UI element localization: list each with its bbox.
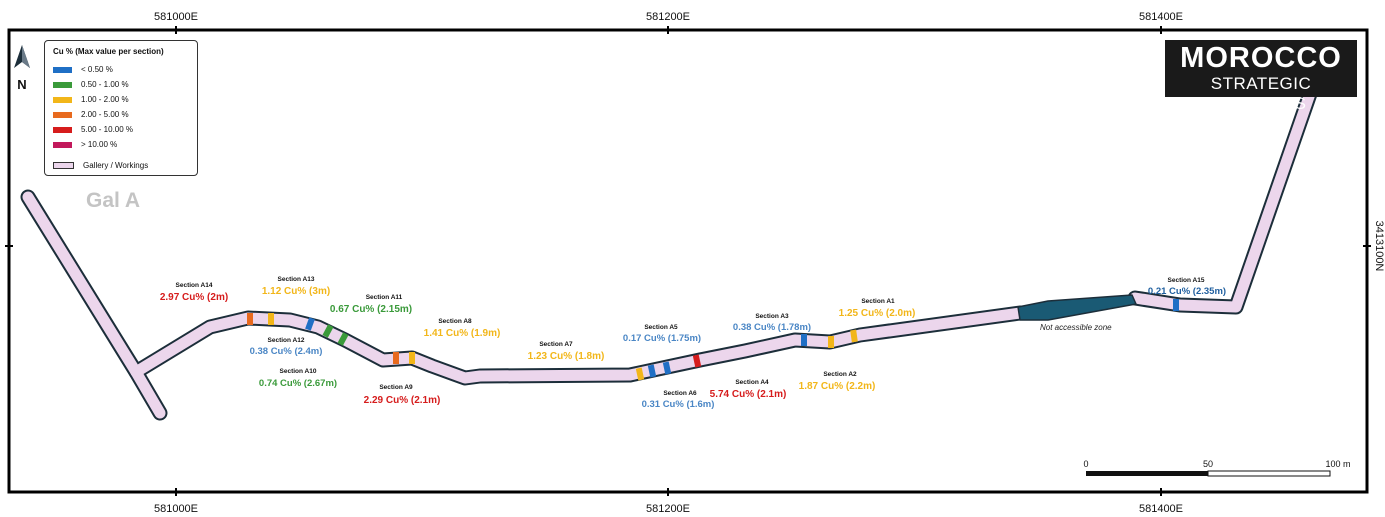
section-a11-value: 0.67 Cu% (2.15m)	[330, 304, 412, 315]
marker-section-a14	[247, 313, 253, 325]
marker-section-a9	[393, 352, 399, 364]
section-a6-name: Section A6	[663, 390, 697, 397]
easting-label-bottom-2: 581200E	[646, 503, 690, 515]
easting-label-bottom-3: 581400E	[1139, 503, 1183, 515]
marker-section-a15	[1173, 299, 1179, 311]
logo-line-2: STRATEGIC MINERALS	[1210, 74, 1312, 113]
section-a3-value: 0.38 Cu% (1.78m)	[733, 322, 811, 333]
section-a4-value: 5.74 Cu% (2.1m)	[710, 389, 787, 400]
legend-item: 1.00 - 2.00 %	[53, 92, 189, 107]
legend-label: 5.00 - 10.00 %	[81, 125, 134, 134]
section-a15-value: 0.21 Cu% (2.35m)	[1148, 286, 1226, 297]
legend-item: 2.00 - 5.00 %	[53, 107, 189, 122]
scale-bar: 0 50 100 m	[1083, 459, 1351, 477]
scale-label-0: 0	[1083, 459, 1088, 469]
easting-label-top-2: 581200E	[646, 11, 690, 23]
not-accessible-label: Not accessible zone	[1040, 323, 1112, 332]
legend-swatch	[53, 141, 72, 148]
section-a5-value: 0.17 Cu% (1.75m)	[623, 333, 701, 344]
marker-section-a6	[647, 364, 657, 378]
marker-section-a4	[692, 354, 702, 368]
legend-label: 0.50 - 1.00 %	[81, 80, 129, 89]
section-a8-name: Section A8	[438, 318, 472, 325]
section-a7-value: 1.23 Cu% (1.8m)	[528, 351, 605, 362]
section-a10-value: 0.74 Cu% (2.67m)	[259, 378, 337, 389]
section-a7-name: Section A7	[539, 341, 573, 348]
legend: Cu % (Max value per section) < 0.50 % 0.…	[44, 40, 198, 176]
section-a12-name: Section A12	[268, 337, 305, 344]
section-a9-name: Section A9	[379, 384, 413, 391]
legend-title: Cu % (Max value per section)	[53, 47, 164, 56]
legend-swatch	[53, 81, 72, 88]
section-a13-name: Section A13	[278, 276, 315, 283]
legend-label: 2.00 - 5.00 %	[81, 110, 129, 119]
northing-label: 3413100N	[1373, 221, 1385, 272]
easting-label-bottom-1: 581000E	[154, 503, 198, 515]
section-a3-name: Section A3	[755, 313, 789, 320]
scale-label-50: 50	[1203, 459, 1213, 469]
legend-item: 5.00 - 10.00 %	[53, 122, 189, 137]
section-a2-name: Section A2	[823, 371, 857, 378]
section-a5-name: Section A5	[644, 324, 678, 331]
legend-label: 1.00 - 2.00 %	[81, 95, 129, 104]
section-a14-name: Section A14	[176, 282, 213, 289]
marker-section-a7	[635, 367, 645, 381]
map-frame	[7, 28, 1369, 494]
legend-swatch	[53, 96, 72, 103]
section-a13-value: 1.12 Cu% (3m)	[262, 286, 330, 297]
section-markers	[247, 299, 1179, 381]
marker-section-a3	[801, 334, 807, 346]
legend-item-gallery: Gallery / Workings	[53, 158, 189, 173]
section-a1-value: 1.25 Cu% (2.0m)	[839, 308, 916, 319]
section-a8-value: 1.41 Cu% (1.9m)	[424, 328, 501, 339]
marker-section-a8	[409, 352, 415, 364]
legend-item: < 0.50 %	[53, 62, 189, 77]
section-a10-name: Section A10	[280, 368, 317, 375]
north-arrow-icon: N	[14, 45, 30, 92]
marker-section-a11	[322, 324, 334, 338]
legend-swatch	[53, 111, 72, 118]
marker-section-a2	[828, 336, 834, 348]
company-logo: MOROCCO STRATEGIC MINERALS	[1165, 40, 1357, 113]
scale-label-100: 100 m	[1325, 459, 1350, 469]
legend-item: > 10.00 %	[53, 137, 189, 152]
map-title-label: Gal A	[86, 189, 140, 212]
legend-item: 0.50 - 1.00 %	[53, 77, 189, 92]
easting-label-top-1: 581000E	[154, 11, 198, 23]
section-a6-value: 0.31 Cu% (1.6m)	[642, 399, 715, 410]
section-a11-name: Section A11	[366, 294, 403, 301]
legend-swatch-gallery	[53, 162, 74, 169]
marker-section-a1	[850, 329, 858, 343]
section-a2-value: 1.87 Cu% (2.2m)	[799, 381, 876, 392]
section-a14-value: 2.97 Cu% (2m)	[160, 292, 228, 303]
logo-line-1: MOROCCO	[1180, 42, 1342, 74]
legend-label: > 10.00 %	[81, 140, 118, 149]
legend-label: < 0.50 %	[81, 65, 113, 74]
legend-swatch	[53, 66, 72, 73]
section-a4-name: Section A4	[735, 379, 769, 386]
marker-section-a13	[268, 313, 274, 325]
section-a15-name: Section A15	[1168, 277, 1205, 284]
marker-section-a5	[662, 361, 672, 375]
not-accessible-zone	[1017, 294, 1137, 321]
easting-label-top-3: 581400E	[1139, 11, 1183, 23]
gallery-workings	[20, 80, 1320, 421]
north-label: N	[17, 77, 26, 92]
marker-section-a10	[337, 332, 349, 346]
legend-label-gallery: Gallery / Workings	[83, 161, 149, 170]
grid-ticks	[5, 26, 1371, 496]
section-a9-value: 2.29 Cu% (2.1m)	[364, 395, 441, 406]
marker-section-a12	[305, 317, 315, 331]
section-a1-name: Section A1	[861, 298, 895, 305]
section-a12-value: 0.38 Cu% (2.4m)	[250, 346, 323, 357]
legend-swatch	[53, 126, 72, 133]
